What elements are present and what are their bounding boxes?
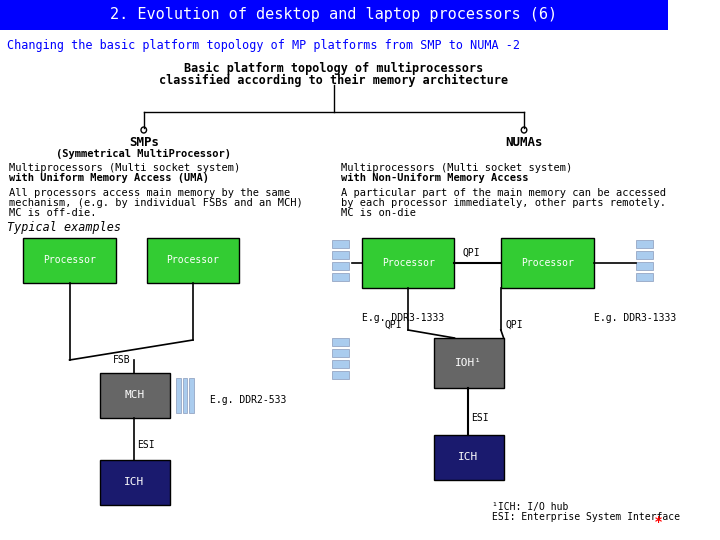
Text: MCH: MCH [125, 390, 145, 400]
FancyBboxPatch shape [332, 240, 348, 248]
FancyBboxPatch shape [636, 262, 653, 270]
Text: classified according to their memory architecture: classified according to their memory arc… [159, 73, 508, 86]
Text: Processor: Processor [43, 255, 96, 265]
Text: Processor: Processor [166, 255, 220, 265]
FancyBboxPatch shape [332, 371, 348, 379]
Text: All processors access main memory by the same: All processors access main memory by the… [9, 188, 291, 198]
FancyBboxPatch shape [636, 273, 653, 281]
FancyBboxPatch shape [100, 373, 170, 418]
FancyBboxPatch shape [434, 338, 503, 388]
Text: QPI: QPI [385, 320, 402, 330]
Text: E.g. DDR3-1333: E.g. DDR3-1333 [593, 313, 676, 323]
Text: ¹ICH: I/O hub: ¹ICH: I/O hub [492, 502, 568, 512]
Text: with Uniform Memory Access (UMA): with Uniform Memory Access (UMA) [9, 173, 210, 183]
FancyBboxPatch shape [434, 435, 503, 480]
FancyBboxPatch shape [189, 378, 194, 413]
FancyBboxPatch shape [176, 378, 181, 413]
Text: MC is off-die.: MC is off-die. [9, 208, 96, 218]
FancyBboxPatch shape [100, 460, 170, 505]
Text: SMPs: SMPs [129, 137, 159, 150]
Text: ICH: ICH [458, 452, 479, 462]
Text: E.g. DDR2-533: E.g. DDR2-533 [210, 395, 286, 405]
FancyBboxPatch shape [501, 238, 593, 288]
FancyBboxPatch shape [332, 349, 348, 357]
Text: FSB: FSB [113, 355, 131, 365]
FancyBboxPatch shape [332, 273, 348, 281]
Text: ESI: Enterprise System Interface: ESI: Enterprise System Interface [492, 512, 680, 522]
Text: A particular part of the main memory can be accessed: A particular part of the main memory can… [341, 188, 666, 198]
Text: (Symmetrical MultiProcessor): (Symmetrical MultiProcessor) [56, 149, 231, 159]
Text: IOH¹: IOH¹ [455, 358, 482, 368]
FancyBboxPatch shape [183, 378, 187, 413]
Text: MC is on-die: MC is on-die [341, 208, 416, 218]
FancyBboxPatch shape [332, 338, 348, 346]
Text: Changing the basic platform topology of MP platforms from SMP to NUMA -2: Changing the basic platform topology of … [7, 38, 521, 51]
Text: by each processor immediately, other parts remotely.: by each processor immediately, other par… [341, 198, 666, 208]
Text: ESI: ESI [138, 440, 155, 450]
FancyBboxPatch shape [0, 0, 668, 30]
Text: ESI: ESI [471, 413, 489, 423]
Text: ICH: ICH [125, 477, 145, 487]
Text: Basic platform topology of multiprocessors: Basic platform topology of multiprocesso… [184, 62, 484, 75]
Text: Multiprocessors (Multi socket system): Multiprocessors (Multi socket system) [341, 163, 572, 173]
Text: E.g. DDR3-1333: E.g. DDR3-1333 [361, 313, 444, 323]
FancyBboxPatch shape [23, 238, 116, 283]
Text: Processor: Processor [521, 258, 574, 268]
Text: NUMAs: NUMAs [505, 137, 543, 150]
Text: 2. Evolution of desktop and laptop processors (6): 2. Evolution of desktop and laptop proce… [110, 8, 557, 23]
Text: *: * [655, 515, 662, 529]
FancyBboxPatch shape [332, 360, 348, 368]
Text: QPI: QPI [505, 320, 523, 330]
FancyBboxPatch shape [332, 262, 348, 270]
Text: Processor: Processor [382, 258, 435, 268]
Text: with Non-Uniform Memory Access: with Non-Uniform Memory Access [341, 173, 528, 183]
Text: Multiprocessors (Multi socket system): Multiprocessors (Multi socket system) [9, 163, 240, 173]
FancyBboxPatch shape [332, 251, 348, 259]
FancyBboxPatch shape [361, 238, 454, 288]
FancyBboxPatch shape [147, 238, 239, 283]
Text: Typical examples: Typical examples [7, 221, 122, 234]
FancyBboxPatch shape [636, 251, 653, 259]
FancyBboxPatch shape [636, 240, 653, 248]
Text: mechanism, (e.g. by individual FSBs and an MCH): mechanism, (e.g. by individual FSBs and … [9, 198, 303, 208]
Text: QPI: QPI [463, 248, 480, 258]
